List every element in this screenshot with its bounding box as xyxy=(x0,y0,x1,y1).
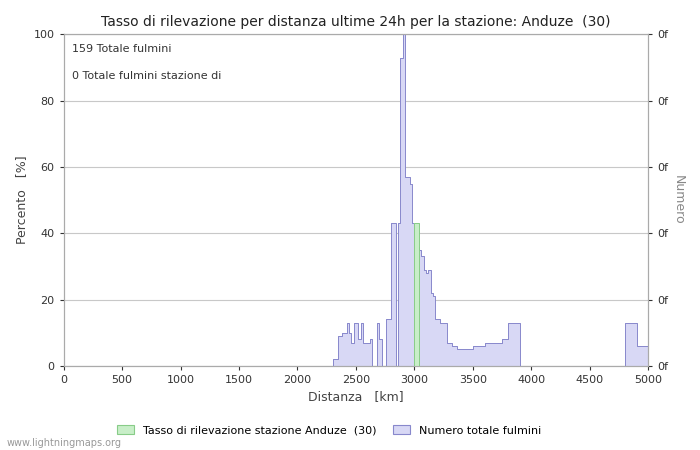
Text: 0 Totale fulmini stazione di: 0 Totale fulmini stazione di xyxy=(72,71,222,81)
Title: Tasso di rilevazione per distanza ultime 24h per la stazione: Anduze  (30): Tasso di rilevazione per distanza ultime… xyxy=(102,15,610,29)
Y-axis label: Numero: Numero xyxy=(672,176,685,225)
Y-axis label: Percento   [%]: Percento [%] xyxy=(15,156,28,244)
Text: www.lightningmaps.org: www.lightningmaps.org xyxy=(7,438,122,448)
Legend: Tasso di rilevazione stazione Anduze  (30), Numero totale fulmini: Tasso di rilevazione stazione Anduze (30… xyxy=(113,421,545,440)
X-axis label: Distanza   [km]: Distanza [km] xyxy=(308,391,404,404)
Text: 159 Totale fulmini: 159 Totale fulmini xyxy=(72,44,172,54)
